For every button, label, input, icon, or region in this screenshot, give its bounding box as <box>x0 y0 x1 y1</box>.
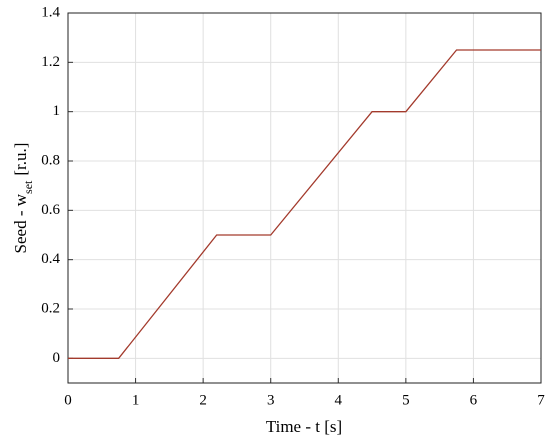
y-tick-label: 1.2 <box>41 54 60 70</box>
y-label-main: Seed - w <box>11 193 30 253</box>
y-label-sub: set <box>21 180 35 194</box>
y-tick-label: 0 <box>53 350 61 366</box>
y-tick-label: 1 <box>53 103 61 119</box>
y-tick-label: 0.6 <box>41 202 60 218</box>
x-tick-label: 2 <box>199 392 207 408</box>
x-tick-label: 3 <box>267 392 275 408</box>
y-tick-label: 0.8 <box>41 152 60 168</box>
x-tick-label: 5 <box>402 392 410 408</box>
plot-frame <box>67 12 542 384</box>
y-tick-label: 1.4 <box>41 4 60 20</box>
y-tick-label: 0.4 <box>41 251 60 267</box>
x-tick-label: 1 <box>132 392 140 408</box>
x-tick-label: 7 <box>537 392 545 408</box>
x-tick-label: 6 <box>470 392 478 408</box>
y-axis-label: Seed - wset [r.u.] <box>11 143 35 254</box>
x-tick-label: 0 <box>64 392 72 408</box>
y-tick-label: 0.2 <box>41 300 60 316</box>
data-line <box>68 49 541 359</box>
y-label-unit: [r.u.] <box>11 143 30 176</box>
x-tick-label: 4 <box>335 392 343 408</box>
x-axis-label: Time - t [s] <box>266 417 342 436</box>
